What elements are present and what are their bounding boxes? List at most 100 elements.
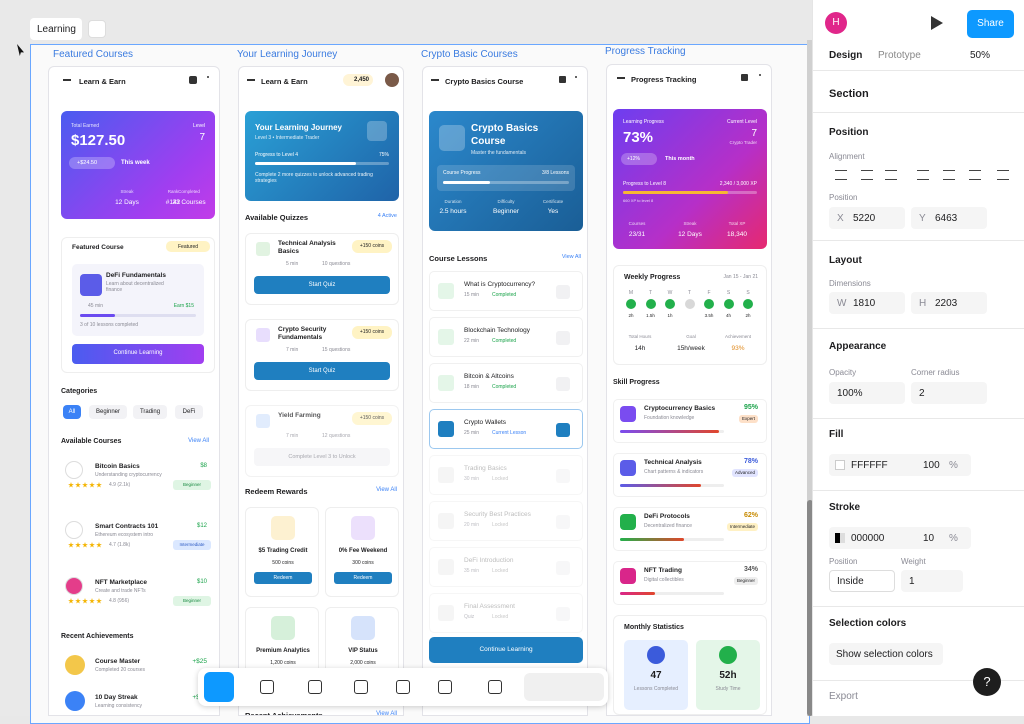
align-icon[interactable] (997, 170, 1009, 180)
button-label[interactable]: Redeem (353, 574, 373, 581)
category-chip[interactable] (175, 405, 203, 419)
star (75, 598, 81, 604)
progress-track (443, 181, 569, 184)
reward-badge (352, 326, 392, 339)
lesson-row[interactable]: Bitcoin & Altcoins 18 min Completed (429, 363, 583, 403)
tab[interactable]: Prototype (878, 50, 921, 61)
category-chip[interactable] (133, 405, 167, 419)
button[interactable] (72, 344, 204, 364)
input-field[interactable] (829, 292, 905, 314)
level-name: Crypto Trader (729, 140, 757, 145)
skill-desc: Foundation knowledge (644, 415, 695, 421)
help-label[interactable]: ? (983, 674, 991, 689)
button-label[interactable]: Continue Learning (479, 646, 533, 653)
lesson-row[interactable]: Crypto Wallets 25 min Current Lesson (429, 409, 583, 449)
input-field[interactable] (829, 382, 905, 404)
divider (813, 70, 1024, 71)
category-label[interactable]: DeFi (182, 408, 196, 415)
skill-row: Technical Analysis Chart patterns & indic… (613, 453, 767, 497)
rating: 4.9 (2.1k) (109, 482, 131, 488)
section-title: Appearance (829, 341, 887, 352)
tool-icon[interactable] (438, 680, 452, 694)
input-field[interactable] (911, 292, 987, 314)
category-label[interactable]: Trading (139, 408, 161, 415)
field-value[interactable]: 100% (837, 388, 863, 399)
category-chip[interactable] (63, 405, 81, 419)
lesson-time: 22 min (464, 338, 480, 344)
link[interactable]: View All (376, 711, 397, 716)
icon (719, 646, 737, 664)
input-field[interactable] (911, 207, 987, 229)
share-button[interactable] (967, 10, 1014, 38)
lesson-row[interactable]: DeFi Introduction 35 min Locked (429, 547, 583, 587)
section-title: Skill Progress (613, 379, 660, 386)
button-label[interactable]: Continue Learning (113, 350, 163, 356)
achievement-desc: Learning consistency (95, 703, 142, 709)
stroke-field[interactable] (829, 527, 971, 549)
day-label: W (667, 290, 673, 296)
button-label[interactable]: Start Quiz (308, 281, 336, 288)
tool-icon[interactable] (396, 680, 410, 694)
tool-icon[interactable] (308, 680, 322, 694)
field-value[interactable]: 6463 (935, 213, 958, 224)
button[interactable] (254, 572, 312, 584)
icon (665, 299, 675, 309)
progress-card: Learning Progress 73% Current Level 7 Crypto… (613, 109, 767, 249)
reward-cost: 2,000 coins (350, 660, 376, 666)
button[interactable] (254, 276, 390, 294)
align-icon[interactable] (861, 170, 873, 180)
tab[interactable]: Design (829, 50, 863, 61)
button[interactable] (254, 362, 390, 380)
dropdown[interactable] (829, 570, 895, 592)
align-icon[interactable] (917, 170, 929, 180)
icon (351, 516, 375, 540)
input-field[interactable] (911, 382, 987, 404)
divider (813, 328, 1024, 329)
field-value[interactable]: 1 (909, 576, 915, 587)
button[interactable] (829, 643, 943, 665)
present-button[interactable] (931, 16, 943, 30)
move-tool[interactable] (204, 672, 234, 702)
help-button[interactable] (973, 668, 1001, 696)
button-label[interactable]: Redeem (273, 574, 293, 581)
change: +$24.50 (77, 159, 98, 166)
dropdown-value[interactable]: Inside (837, 576, 864, 587)
lesson-time: 20 min (464, 522, 480, 528)
align-icon[interactable] (835, 170, 847, 180)
rating: 4.8 (956) (109, 598, 130, 604)
align-icon[interactable] (969, 170, 981, 180)
input-field[interactable] (829, 207, 905, 229)
field-value[interactable]: 5220 (853, 213, 876, 224)
lesson-row[interactable]: Final Assessment Quiz Locked (429, 593, 583, 633)
fill-field[interactable] (829, 454, 971, 476)
input-field[interactable] (901, 570, 963, 592)
button[interactable] (429, 637, 583, 663)
achievement-name: 10 Day Streak (95, 694, 138, 701)
field-value[interactable]: 1810 (853, 298, 876, 309)
align-icon[interactable] (885, 170, 897, 180)
tool-icon[interactable] (488, 680, 502, 694)
field-value[interactable]: 2 (919, 388, 925, 399)
field-value[interactable]: 2203 (935, 298, 958, 309)
category-label[interactable]: All (68, 408, 76, 415)
button[interactable] (334, 572, 392, 584)
lesson-row[interactable]: Trading Basics 30 min Locked (429, 455, 583, 495)
tool-icon[interactable] (354, 680, 368, 694)
link[interactable]: View All (376, 487, 397, 493)
lesson-row[interactable]: Security Best Practices 20 min Locked (429, 501, 583, 541)
category-chip[interactable] (89, 405, 127, 419)
button-label[interactable]: Show selection colors (836, 649, 933, 660)
align-icon[interactable] (943, 170, 955, 180)
category-label[interactable]: Beginner (95, 408, 121, 415)
link[interactable]: View All (561, 254, 581, 260)
tool-icon[interactable] (260, 680, 274, 694)
mode-switch[interactable] (524, 673, 604, 701)
card-title: Crypto Basics Course (471, 123, 539, 147)
zoom[interactable]: 50% (969, 50, 990, 61)
link[interactable]: View All (188, 438, 209, 444)
lesson-row[interactable]: What is Cryptocurrency? 15 min Completed (429, 271, 583, 311)
selection-type: Section (829, 88, 869, 100)
share-label[interactable]: Share (977, 18, 1004, 29)
button-label[interactable]: Start Quiz (308, 367, 336, 374)
lesson-row[interactable]: Blockchain Technology 22 min Completed (429, 317, 583, 357)
